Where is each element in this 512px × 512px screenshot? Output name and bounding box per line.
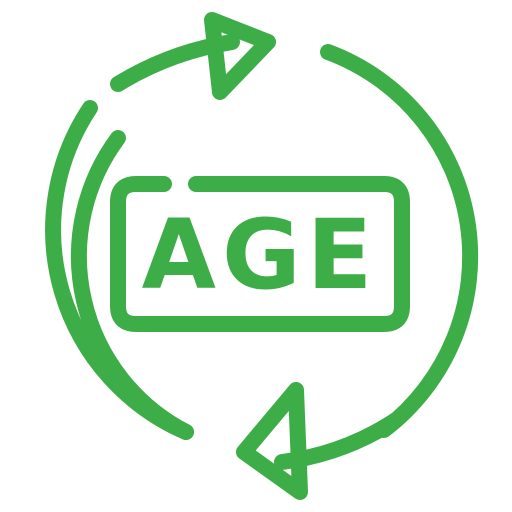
cycle-arc-inner-left xyxy=(70,130,194,440)
bottom-arrowhead-icon xyxy=(236,382,308,500)
cycle-arc-right xyxy=(320,44,479,438)
age-label: AGE xyxy=(142,199,379,311)
age-box xyxy=(110,176,410,332)
icon-strokes xyxy=(45,12,479,500)
top-arrowhead-icon xyxy=(204,12,276,100)
